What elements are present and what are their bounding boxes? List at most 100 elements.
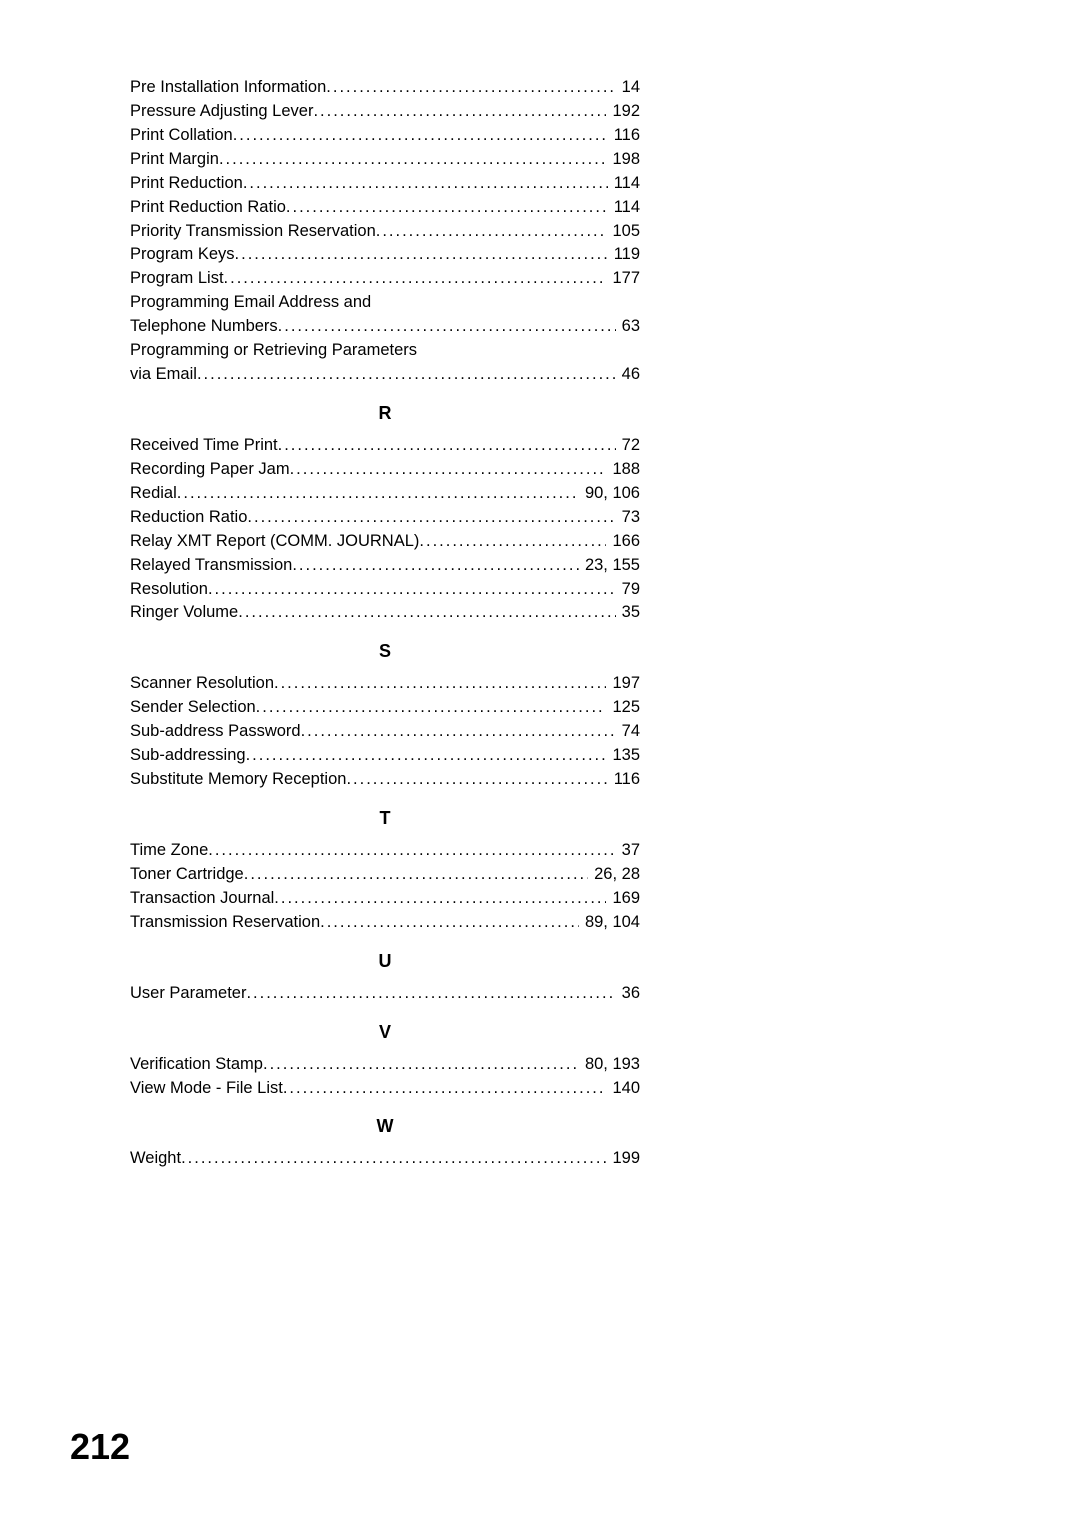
entry-label: Scanner Resolution <box>130 672 274 696</box>
index-entry: View Mode - File List 140 <box>130 1077 640 1101</box>
entry-page: 89, 104 <box>579 911 640 935</box>
entry-page: 46 <box>616 363 640 387</box>
entry-page: 177 <box>606 267 640 291</box>
entry-label: Weight <box>130 1147 181 1171</box>
index-entry: Scanner Resolution 197 <box>130 672 640 696</box>
entry-page: 73 <box>616 506 640 530</box>
index-entry: Transmission Reservation 89, 104 <box>130 911 640 935</box>
entry-page: 114 <box>608 196 640 220</box>
index-entry: Program List 177 <box>130 267 640 291</box>
entry-page: 140 <box>606 1077 640 1101</box>
entry-label: Relay XMT Report (COMM. JOURNAL) <box>130 530 419 554</box>
index-entry: Received Time Print 72 <box>130 434 640 458</box>
entry-page: 35 <box>616 601 640 625</box>
leader-dots <box>274 887 606 911</box>
entry-label: Recording Paper Jam <box>130 458 290 482</box>
leader-dots <box>208 578 616 602</box>
leader-dots <box>246 982 615 1006</box>
entry-label: via Email <box>130 363 197 387</box>
leader-dots <box>313 100 606 124</box>
entry-label: Print Reduction <box>130 172 243 196</box>
entry-label: Sub-address Password <box>130 720 301 744</box>
leader-dots <box>208 839 615 863</box>
entry-page: 192 <box>606 100 640 124</box>
leader-dots <box>263 1053 579 1077</box>
leader-dots <box>219 148 607 172</box>
index-entry: Weight 199 <box>130 1147 640 1171</box>
entry-page: 36 <box>616 982 640 1006</box>
leader-dots <box>320 911 579 935</box>
entry-page: 199 <box>606 1147 640 1171</box>
entry-label: Programming Email Address and <box>130 291 371 315</box>
section-heading: W <box>130 1116 640 1137</box>
entry-label: Received Time Print <box>130 434 278 458</box>
index-entry: Redial 90, 106 <box>130 482 640 506</box>
entry-label: Programming or Retrieving Parameters <box>130 339 417 363</box>
leader-dots <box>224 267 607 291</box>
leader-dots <box>283 1077 607 1101</box>
leader-dots <box>286 196 608 220</box>
leader-dots <box>177 482 579 506</box>
index-entry: Relayed Transmission 23, 155 <box>130 554 640 578</box>
leader-dots <box>290 458 607 482</box>
entry-label: Pressure Adjusting Lever <box>130 100 313 124</box>
entry-label: Substitute Memory Reception <box>130 768 346 792</box>
index-entry: Pre Installation Information 14 <box>130 76 640 100</box>
index-entry: Print Reduction Ratio 114 <box>130 196 640 220</box>
entry-page: 188 <box>606 458 640 482</box>
leader-dots <box>346 768 607 792</box>
leader-dots <box>376 220 607 244</box>
index-entry: Substitute Memory Reception 116 <box>130 768 640 792</box>
section-heading: V <box>130 1022 640 1043</box>
leader-dots <box>326 76 615 100</box>
index-entry: Ringer Volume 35 <box>130 601 640 625</box>
entry-label: Reduction Ratio <box>130 506 247 530</box>
entry-page: 135 <box>606 744 640 768</box>
index-entry: Print Collation 116 <box>130 124 640 148</box>
entry-page: 116 <box>608 124 640 148</box>
index-entry: Recording Paper Jam 188 <box>130 458 640 482</box>
leader-dots <box>419 530 606 554</box>
index-entry: Toner Cartridge 26, 28 <box>130 863 640 887</box>
entry-label: Print Reduction Ratio <box>130 196 286 220</box>
leader-dots <box>244 863 588 887</box>
entry-page: 197 <box>606 672 640 696</box>
entry-page: 63 <box>616 315 640 339</box>
index-entry: Sub-address Password 74 <box>130 720 640 744</box>
entry-label: Telephone Numbers <box>130 315 278 339</box>
index-entry: Program Keys 119 <box>130 243 640 267</box>
entry-page: 23, 155 <box>579 554 640 578</box>
leader-dots <box>181 1147 606 1171</box>
leader-dots <box>235 243 608 267</box>
index-entry: Programming or Retrieving Parameters <box>130 339 640 363</box>
index-page: Pre Installation Information 14Pressure … <box>0 0 640 1171</box>
index-entry: via Email 46 <box>130 363 640 387</box>
entry-page: 105 <box>606 220 640 244</box>
leader-dots <box>278 434 616 458</box>
entry-page: 119 <box>608 243 640 267</box>
index-entry: Print Reduction 114 <box>130 172 640 196</box>
leader-dots <box>274 672 606 696</box>
leader-dots <box>256 696 607 720</box>
index-entry: Time Zone 37 <box>130 839 640 863</box>
entry-label: Transaction Journal <box>130 887 274 911</box>
entry-label: Print Margin <box>130 148 219 172</box>
entry-label: Relayed Transmission <box>130 554 292 578</box>
leader-dots <box>292 554 579 578</box>
leader-dots <box>243 172 608 196</box>
index-entry: Resolution 79 <box>130 578 640 602</box>
entry-label: Transmission Reservation <box>130 911 320 935</box>
index-entry: Relay XMT Report (COMM. JOURNAL) 166 <box>130 530 640 554</box>
entry-page: 74 <box>616 720 640 744</box>
leader-dots <box>247 506 615 530</box>
index-entry: Pressure Adjusting Lever 192 <box>130 100 640 124</box>
section-heading: U <box>130 951 640 972</box>
index-entry: Sender Selection 125 <box>130 696 640 720</box>
entry-label: Ringer Volume <box>130 601 238 625</box>
leader-dots <box>301 720 616 744</box>
entry-label: User Parameter <box>130 982 246 1006</box>
entry-label: Toner Cartridge <box>130 863 244 887</box>
entry-page: 125 <box>606 696 640 720</box>
entry-page: 169 <box>606 887 640 911</box>
entry-page: 114 <box>608 172 640 196</box>
